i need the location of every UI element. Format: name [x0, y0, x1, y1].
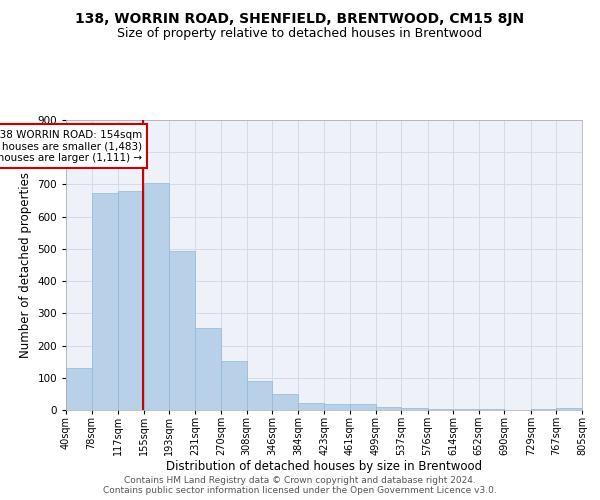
Text: Contains HM Land Registry data © Crown copyright and database right 2024.
Contai: Contains HM Land Registry data © Crown c…: [103, 476, 497, 495]
Bar: [247, 381, 272, 410]
Bar: [195, 328, 221, 410]
Bar: [169, 250, 195, 410]
Bar: [401, 408, 428, 410]
Bar: [298, 403, 325, 410]
Bar: [221, 361, 247, 410]
Bar: [531, 408, 556, 410]
Bar: [325, 404, 350, 410]
Bar: [556, 408, 582, 410]
Bar: [453, 408, 479, 410]
Bar: [143, 182, 169, 410]
Bar: [118, 191, 143, 410]
Bar: [350, 404, 376, 410]
Bar: [428, 408, 453, 410]
Text: Size of property relative to detached houses in Brentwood: Size of property relative to detached ho…: [118, 28, 482, 40]
Bar: [66, 368, 92, 410]
Bar: [272, 394, 298, 410]
Bar: [92, 192, 118, 410]
X-axis label: Distribution of detached houses by size in Brentwood: Distribution of detached houses by size …: [166, 460, 482, 473]
Text: 138 WORRIN ROAD: 154sqm
← 57% of detached houses are smaller (1,483)
43% of semi: 138 WORRIN ROAD: 154sqm ← 57% of detache…: [0, 130, 142, 163]
Text: 138, WORRIN ROAD, SHENFIELD, BRENTWOOD, CM15 8JN: 138, WORRIN ROAD, SHENFIELD, BRENTWOOD, …: [76, 12, 524, 26]
Y-axis label: Number of detached properties: Number of detached properties: [19, 172, 32, 358]
Bar: [376, 407, 401, 410]
